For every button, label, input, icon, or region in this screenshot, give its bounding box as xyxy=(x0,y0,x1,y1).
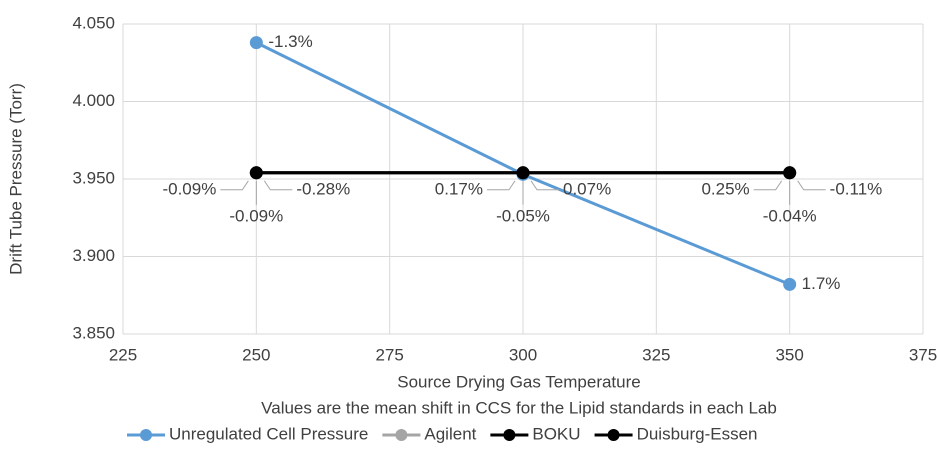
data-label: -0.05% xyxy=(496,206,550,225)
data-label: 1.7% xyxy=(802,274,841,293)
data-point xyxy=(783,277,797,291)
x-tick-label: 350 xyxy=(775,345,803,364)
data-label: -0.11% xyxy=(830,179,883,198)
legend-label: Agilent xyxy=(424,424,476,443)
data-label: -0.28% xyxy=(296,179,350,198)
leader-line xyxy=(797,180,826,191)
data-point xyxy=(516,166,530,180)
x-tick-label: 225 xyxy=(109,345,137,364)
legend-swatch-marker xyxy=(607,429,620,441)
x-tick-label: 250 xyxy=(242,345,270,364)
data-label: 0.07% xyxy=(563,179,611,198)
y-axis-label: Drift Tube Pressure (Torr) xyxy=(6,83,25,275)
data-label: -1.3% xyxy=(268,32,312,51)
leader-line xyxy=(263,180,293,191)
legend-swatch-marker xyxy=(503,429,516,441)
data-point xyxy=(249,36,263,50)
legend-swatch-marker xyxy=(140,429,152,441)
data-label: 0.25% xyxy=(701,179,749,198)
y-tick-label: 3.900 xyxy=(72,246,115,265)
y-tick-label: 3.850 xyxy=(72,323,115,342)
chart-note: Values are the mean shift in CCS for the… xyxy=(261,398,777,417)
legend-swatch-marker xyxy=(395,429,408,441)
leader-line xyxy=(530,180,559,191)
x-tick-label: 300 xyxy=(509,345,537,364)
leader-line xyxy=(487,180,516,191)
legend-label: BOKU xyxy=(532,424,580,443)
x-tick-label: 375 xyxy=(909,345,937,364)
leader-line xyxy=(220,180,249,191)
data-label: -0.04% xyxy=(763,206,817,225)
data-point xyxy=(249,166,263,180)
y-tick-label: 4.050 xyxy=(72,13,115,32)
y-tick-label: 4.000 xyxy=(72,91,115,110)
y-tick-label: 3.950 xyxy=(72,168,115,187)
legend: Unregulated Cell Pressure Agilent BOKU Duis… xyxy=(127,424,758,443)
data-point xyxy=(783,166,797,180)
data-label: -0.09% xyxy=(162,179,216,198)
legend-label: Unregulated Cell Pressure xyxy=(169,424,368,443)
leader-line xyxy=(753,180,783,191)
data-label: -0.09% xyxy=(229,206,283,225)
legend-label: Duisburg-Essen xyxy=(637,424,758,443)
x-axis-label: Source Drying Gas Temperature xyxy=(397,372,640,391)
data-label: 0.17% xyxy=(435,179,483,198)
x-tick-label: 325 xyxy=(642,345,670,364)
x-tick-label: 275 xyxy=(375,345,403,364)
